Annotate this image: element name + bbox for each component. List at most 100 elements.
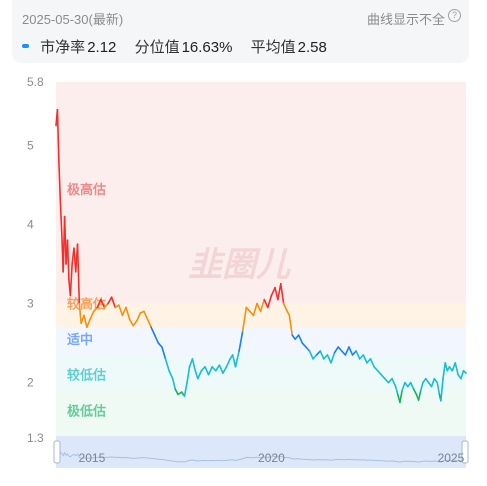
date-label: 2025-05-30(最新) — [22, 12, 124, 27]
series-segment-96 — [351, 350, 357, 356]
question-circle-icon[interactable]: ? — [448, 9, 461, 22]
series-segment-52 — [200, 365, 206, 372]
series-segment-82 — [301, 342, 307, 348]
series-segment-41 — [168, 369, 174, 380]
stat-pb: 市净率 2.12 — [40, 39, 116, 56]
series-segment-135 — [462, 369, 467, 374]
series-segment-81 — [297, 334, 304, 344]
series-segment-55 — [211, 365, 217, 372]
series-segment-101 — [369, 358, 375, 368]
series-segment-61 — [231, 354, 237, 368]
series-segment-93 — [340, 350, 347, 356]
stat-label: 市净率 — [40, 39, 86, 56]
stat-label: 平均值 — [250, 39, 296, 56]
series-segment-18 — [86, 318, 91, 329]
series-segment-10 — [69, 263, 73, 297]
y-tick-label-0: 5.8 — [27, 75, 44, 89]
zone-band-2 — [56, 327, 466, 355]
stat-value: 2.12 — [87, 39, 117, 56]
series-segment-58 — [222, 365, 228, 374]
navigator-left-handle[interactable] — [53, 440, 61, 464]
series-segment-74 — [277, 282, 282, 301]
zone-label-2: 适中 — [67, 332, 93, 347]
series-segment-34 — [143, 310, 149, 321]
navigator-right-handle[interactable] — [461, 440, 469, 464]
series-segment-62 — [234, 350, 240, 368]
series-segment-115 — [412, 388, 418, 396]
series-segment-87 — [319, 350, 325, 360]
series-segment-114 — [409, 381, 415, 390]
series-segment-40 — [164, 358, 170, 372]
zone-label-1: 较高估 — [67, 297, 106, 312]
series-segment-95 — [348, 346, 354, 356]
series-segment-56 — [214, 364, 221, 372]
series-segment-104 — [380, 373, 386, 380]
series-segment-51 — [197, 369, 203, 380]
series-segment-110 — [399, 389, 403, 404]
series-segment-21 — [96, 298, 102, 309]
range-navigator[interactable]: 2015 2020 2025 — [53, 436, 469, 468]
series-segment-70 — [263, 298, 269, 309]
series-segment-2 — [58, 160, 62, 202]
series-segment-72 — [270, 286, 276, 297]
series-segment-134 — [460, 369, 465, 380]
series-segment-25 — [110, 296, 117, 309]
series-segment-3 — [59, 199, 63, 234]
series-segment-78 — [288, 314, 294, 336]
series-segment-15 — [78, 302, 82, 325]
series-segment-92 — [337, 346, 343, 352]
series-segment-23 — [103, 302, 109, 309]
series-segment-31 — [132, 320, 138, 327]
zone-label-0: 极高估 — [67, 182, 106, 197]
series-segment-103 — [376, 369, 383, 376]
series-segment-83 — [305, 346, 311, 352]
series-segment-49 — [191, 358, 197, 372]
series-segment-126 — [440, 377, 444, 402]
series-segment-105 — [384, 377, 390, 384]
series-segment-127 — [442, 362, 446, 380]
series-segment-76 — [282, 302, 288, 311]
zone-band-0 — [56, 82, 466, 304]
series-segment-75 — [279, 282, 285, 305]
navigator-background — [56, 436, 466, 468]
series-segment-98 — [358, 354, 365, 360]
y-tick-label-2: 4 — [27, 217, 34, 231]
series-segment-29 — [125, 306, 131, 321]
series-segment-73 — [274, 286, 279, 301]
series-segment-46 — [183, 381, 188, 397]
series-segment-69 — [259, 298, 266, 313]
summary-card — [12, 0, 469, 63]
series-segment-89 — [326, 354, 332, 364]
stats-row: 市净率 2.12 分位值 16.63% 平均值 2.58 — [22, 36, 341, 57]
y-tick-label-5: 1.3 — [27, 431, 44, 445]
series-segment-17 — [83, 314, 88, 329]
series-segment-91 — [333, 346, 339, 354]
zone-band-3 — [56, 354, 466, 391]
series-segment-27 — [118, 304, 124, 317]
series-segment-1 — [56, 108, 60, 162]
stat-value: 2.58 — [297, 39, 327, 56]
series-segment-132 — [454, 362, 459, 376]
zone-band-4 — [56, 390, 466, 438]
series-segment-57 — [218, 364, 224, 374]
series-segment-84 — [308, 350, 314, 360]
series-segment-65 — [245, 306, 251, 313]
series-segment-59 — [225, 358, 231, 368]
zone-band-1 — [56, 303, 466, 328]
series-segment-38 — [157, 342, 163, 348]
series-segment-90 — [330, 351, 336, 364]
series-segment-53 — [204, 365, 210, 376]
series-segment-120 — [424, 377, 430, 384]
series-segment-14 — [76, 243, 81, 305]
series-segment-19 — [89, 310, 95, 321]
series-segment-94 — [344, 346, 350, 356]
curve-incomplete-link[interactable]: 曲线显示不全 — [366, 12, 445, 27]
series-segment-107 — [391, 377, 397, 388]
series-segment-123 — [433, 377, 439, 384]
series-segment-63 — [238, 330, 244, 352]
x-tick-label-1: 2020 — [258, 451, 285, 465]
series-segment-122 — [430, 377, 436, 388]
stat-label: 分位值 — [134, 39, 180, 56]
series-segment-102 — [373, 365, 379, 372]
